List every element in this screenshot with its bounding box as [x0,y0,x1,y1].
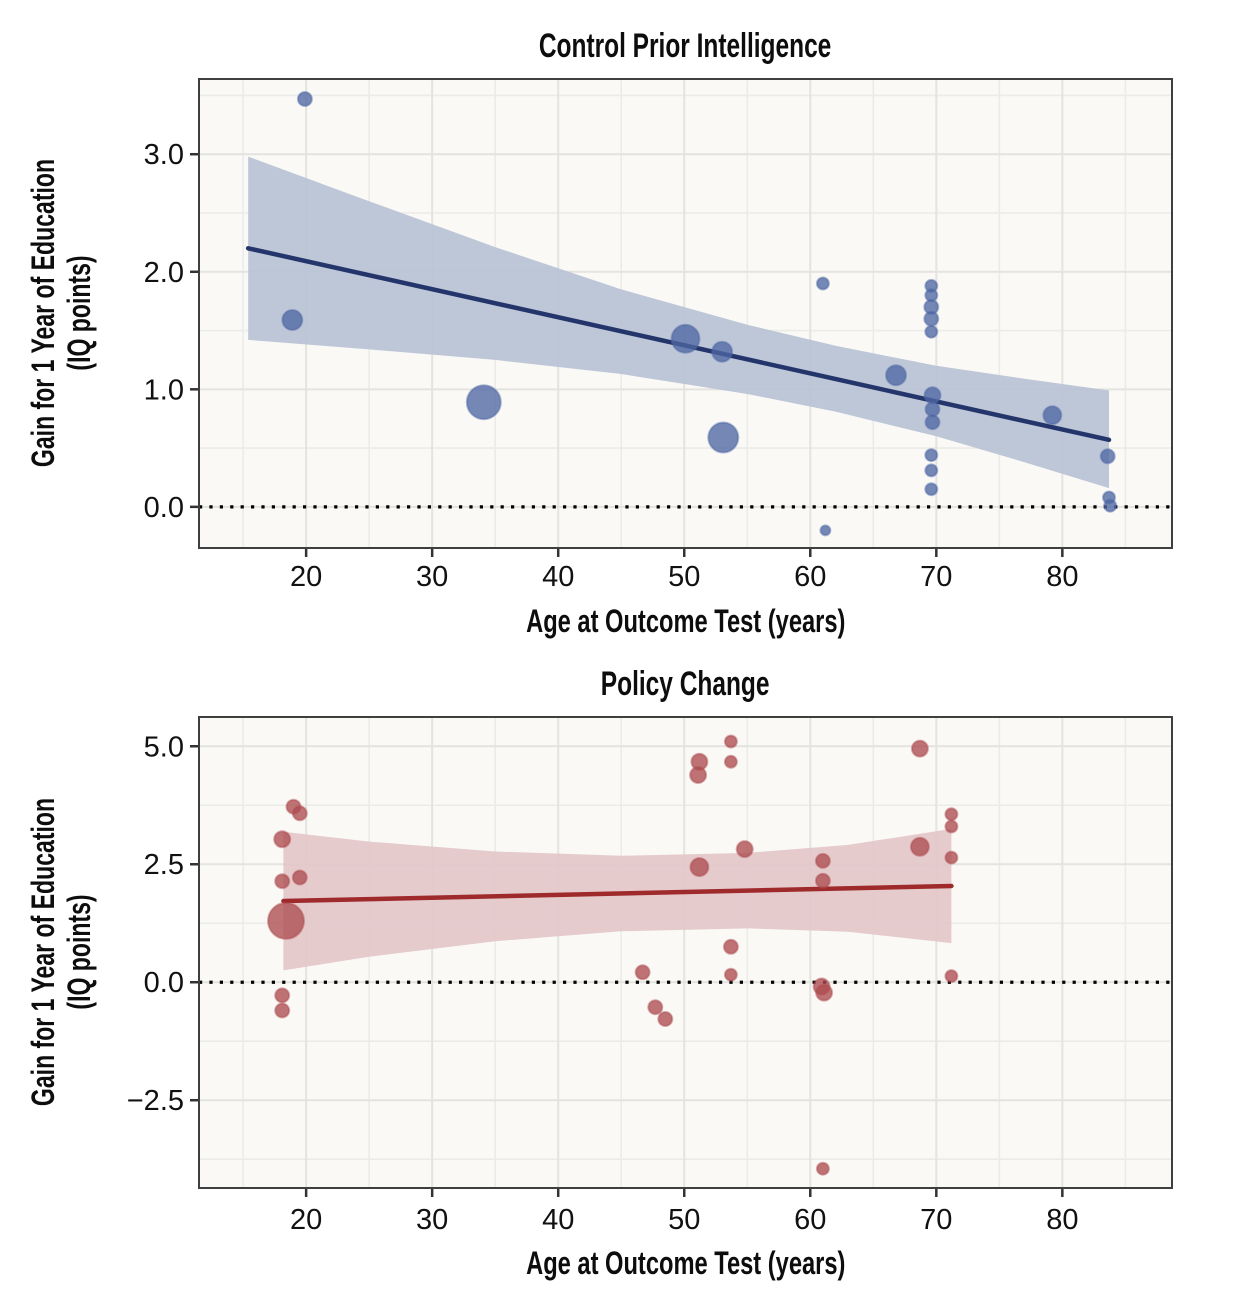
x-tick-label: 80 [1046,561,1078,593]
x-tick-label: 70 [920,561,952,593]
x-axis-title-top: Age at Outcome Test (years) [199,603,1172,640]
data-point [722,938,739,955]
data-point [923,386,942,405]
y-axis-title-top-line2: (IQ points) [61,255,97,371]
x-tick-label: 70 [920,1204,952,1236]
x-tick-label: 80 [1046,1204,1078,1236]
data-point [1103,498,1118,513]
y-axis-title-top: Gain for 1 Year of Education (IQ points) [25,126,98,500]
data-point [815,1161,830,1176]
y-tick-label: 0.0 [144,492,184,524]
data-point [909,836,930,857]
x-tick-label: 20 [290,1204,322,1236]
panel-title-top: Control Prior Intelligence [199,27,1172,66]
x-tick-label: 40 [542,1204,574,1236]
x-tick-label: 60 [794,1204,826,1236]
data-point [690,752,709,771]
data-point [267,901,305,940]
data-point [707,421,740,454]
data-point [281,309,304,331]
y-tick-label: 2.0 [144,257,184,289]
data-point [944,850,959,865]
data-point [1042,405,1063,426]
x-tick-label: 30 [416,1204,448,1236]
x-tick-label: 20 [290,561,322,593]
y-tick-label: −2.5 [127,1085,184,1117]
data-point [819,524,832,537]
data-point [1099,448,1116,465]
data-point [815,983,834,1002]
data-point [924,324,939,339]
data-point [735,840,754,859]
x-tick-label: 50 [668,1204,700,1236]
data-point [273,830,292,849]
panel-title-top-text: Control Prior Intelligence [539,27,832,65]
y-tick-label: 2.5 [144,849,184,881]
x-tick-label: 40 [542,561,574,593]
x-axis-title-bottom: Age at Outcome Test (years) [199,1245,1172,1282]
data-point [944,807,959,822]
y-axis-title-top-line1: Gain for 1 Year of Education [25,158,62,468]
y-tick-label: 5.0 [144,731,184,763]
panel-title-bottom-text: Policy Change [601,665,770,703]
data-point [723,734,738,749]
y-axis-title-bottom: Gain for 1 Year of Education (IQ points) [25,765,98,1139]
panel-border [198,78,1173,549]
data-point [647,999,664,1016]
data-point [924,414,941,431]
data-point [689,857,710,878]
data-point [910,739,929,758]
x-tick-label: 30 [416,561,448,593]
data-point [670,323,701,354]
data-point [924,463,939,478]
data-point [814,872,831,889]
data-point [274,873,291,890]
y-tick-label: 0.0 [144,967,184,999]
panel-border [198,716,1173,1189]
data-point [944,969,959,984]
data-point [274,987,291,1004]
data-point [291,869,308,886]
data-point [296,91,313,107]
data-point [711,340,734,363]
data-point [924,482,939,497]
data-point [924,448,939,463]
data-point [944,819,959,834]
data-point [723,754,738,769]
data-point [814,852,831,869]
data-point [291,805,308,822]
y-tick-label: 3.0 [144,139,184,171]
panel-title-bottom: Policy Change [199,665,1172,704]
data-point [885,364,907,387]
x-axis-title-bottom-text: Age at Outcome Test (years) [525,1245,846,1281]
data-point [274,1002,291,1019]
data-point [815,276,830,291]
y-axis-title-bottom-line1: Gain for 1 Year of Education [25,797,62,1107]
confidence-ribbon [283,828,952,971]
data-point [723,967,738,982]
y-axis-title-bottom-line2: (IQ points) [61,894,97,1010]
y-tick-label: 1.0 [144,374,184,406]
data-point [657,1011,674,1027]
x-tick-label: 50 [668,561,700,593]
data-point [465,384,502,421]
data-point [924,401,941,418]
confidence-ribbon [248,156,1109,489]
x-axis-title-top-text: Age at Outcome Test (years) [525,603,846,639]
data-point [634,964,651,981]
regression-line [281,883,954,904]
x-tick-label: 60 [794,561,826,593]
data-point [923,310,940,327]
